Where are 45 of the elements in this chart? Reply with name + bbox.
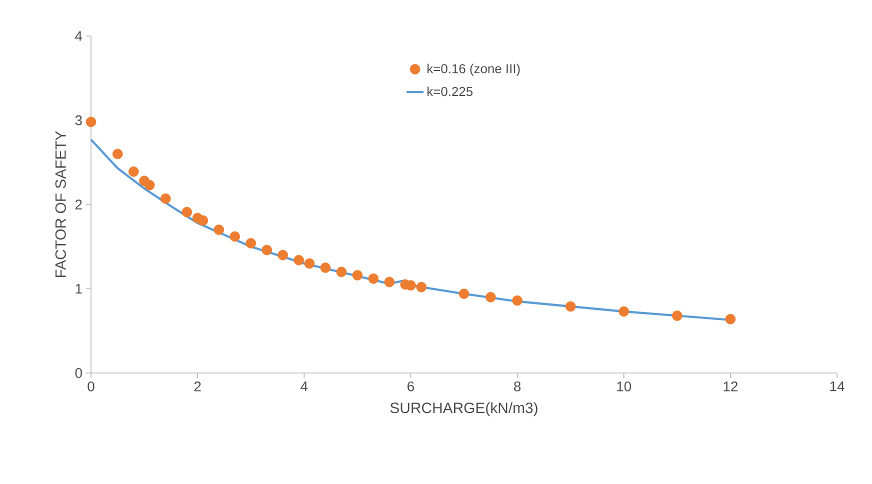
point (406, 280, 416, 291)
point (230, 231, 240, 242)
point (128, 166, 139, 177)
point (485, 292, 496, 302)
y-tick-label: 0 (75, 368, 82, 378)
y-tick-label: 1 (76, 284, 82, 294)
x-tick-label: 2 (194, 381, 201, 392)
point (725, 314, 736, 324)
y-tick-label: 4 (75, 31, 82, 41)
point (112, 148, 123, 160)
point (198, 215, 208, 226)
x-tick-label: 8 (514, 381, 521, 392)
point (278, 250, 288, 260)
point (672, 310, 682, 321)
point (144, 180, 155, 190)
point (182, 206, 192, 218)
x-tick-label: 4 (300, 382, 308, 392)
point (336, 266, 347, 278)
y-tick-label: 3 (75, 115, 82, 126)
point (304, 258, 315, 269)
point (294, 254, 304, 266)
point (320, 262, 331, 273)
point (458, 288, 470, 299)
x-tick-label: 10 (617, 381, 632, 392)
point (512, 295, 522, 306)
legend-label: k=0.16 (zone III) (428, 64, 520, 76)
point (368, 273, 379, 284)
point (262, 244, 272, 256)
x-tick-label: 0 (88, 381, 94, 392)
point (160, 193, 171, 204)
point (246, 238, 256, 248)
y-tick-label: 2 (75, 200, 82, 210)
point (416, 282, 427, 292)
point (384, 276, 395, 288)
x-tick-label: 6 (408, 381, 414, 392)
point (86, 116, 96, 128)
point (352, 270, 363, 280)
x-tick-label: 12 (724, 381, 738, 392)
y-axis-title: FACTOR OF SAFETY (55, 131, 66, 278)
x-axis-title: SURCHARGE(kN/m3) (390, 402, 538, 416)
point (618, 306, 630, 317)
point (214, 224, 224, 235)
legend-label: k=0.225 (428, 86, 473, 96)
point (565, 301, 576, 312)
x-tick-label: 14 (830, 382, 844, 392)
